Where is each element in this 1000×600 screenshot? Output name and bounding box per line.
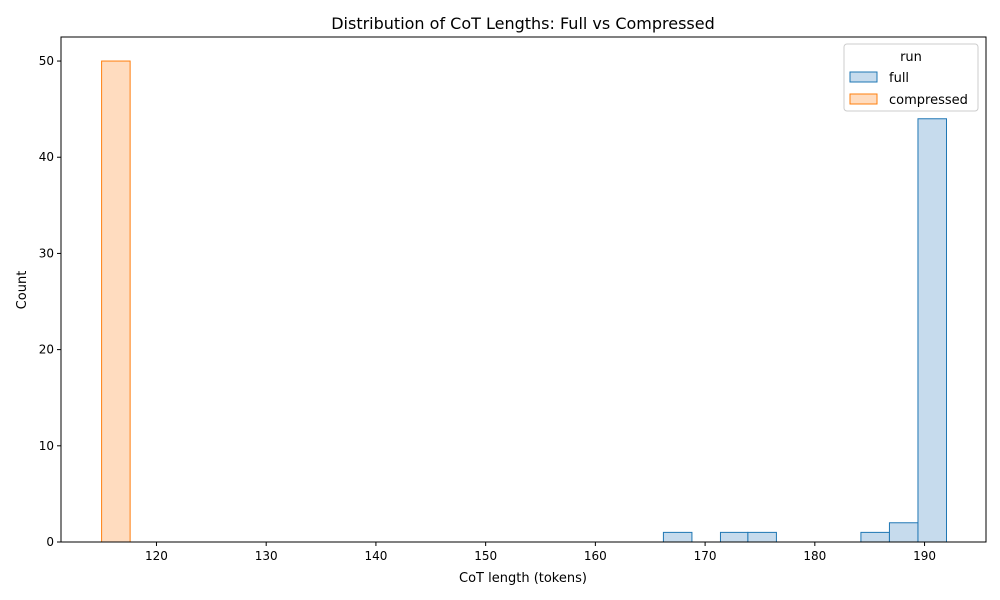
x-tick-label: 120: [145, 549, 168, 563]
series-compressed: [101, 60, 131, 543]
y-tick-label: 50: [39, 54, 54, 68]
legend-label-compressed: compressed: [889, 93, 968, 108]
x-tick-label: 170: [694, 549, 717, 563]
bar-compressed-0: [101, 60, 131, 543]
x-axis-label: CoT length (tokens): [459, 571, 587, 586]
x-tick-label: 150: [474, 549, 497, 563]
x-tick-label: 190: [913, 549, 936, 563]
plot-area: 120 130 140 150 160 170 180 190 0 10 20 30 40 50: [39, 36, 987, 563]
legend-swatch-full: [849, 71, 878, 83]
y-axis-label: Count: [15, 271, 30, 310]
x-tick-label: 140: [364, 549, 387, 563]
y-tick-label: 40: [39, 150, 54, 164]
bar-full-1: [719, 531, 749, 543]
chart-title: Distribution of CoT Lengths: Full vs Com…: [331, 14, 715, 33]
legend: run full compressed: [843, 43, 979, 112]
bar-full-3: [860, 531, 890, 543]
x-tick-label: 130: [255, 549, 278, 563]
legend-title: run: [900, 50, 922, 65]
x-tick-label: 160: [584, 549, 607, 563]
x-tick-label: 180: [803, 549, 826, 563]
y-tick-label: 0: [46, 535, 54, 549]
bar-full-2: [747, 531, 777, 543]
series-full: [662, 118, 947, 543]
bar-full-4: [888, 522, 919, 543]
axes-frame: [60, 36, 987, 543]
y-tick-label: 30: [39, 246, 54, 260]
y-tick-label: 20: [39, 343, 54, 357]
y-tick-label: 10: [39, 439, 54, 453]
legend-label-full: full: [889, 71, 909, 86]
bar-full-5: [917, 118, 947, 543]
legend-swatch-compressed: [849, 93, 878, 105]
bar-full-0: [662, 531, 693, 543]
